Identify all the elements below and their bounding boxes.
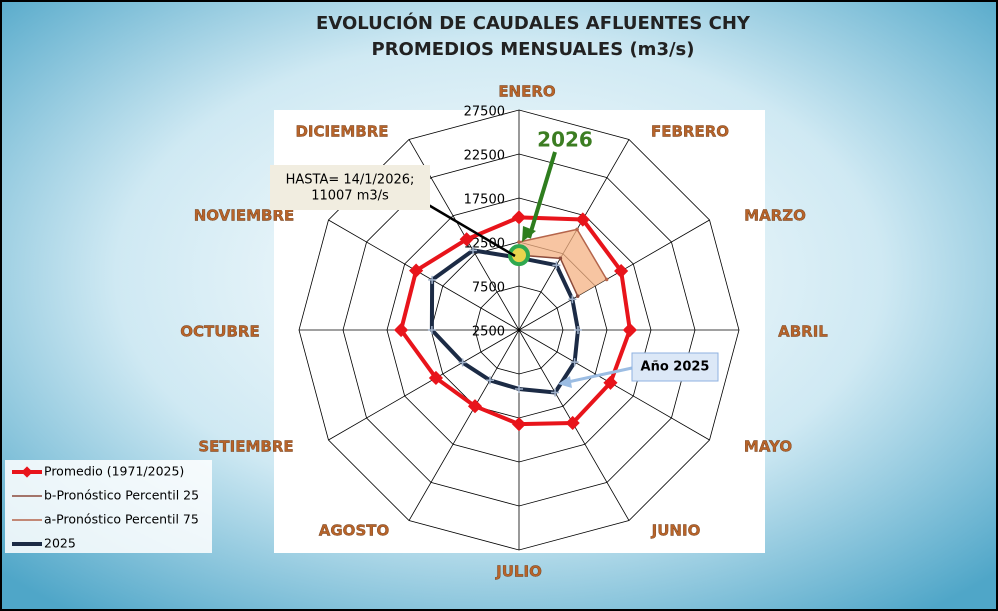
point xyxy=(485,376,494,385)
tick-label: 22500 xyxy=(464,149,505,164)
point xyxy=(428,370,444,386)
spoke xyxy=(518,219,710,331)
annotation: 11007 m3/s xyxy=(311,189,389,204)
category-label: MARZO xyxy=(744,207,806,225)
category-label: NOVIEMBRE xyxy=(194,207,295,225)
category-label: DICIEMBRE xyxy=(295,123,388,141)
point xyxy=(469,246,478,255)
point xyxy=(394,322,409,338)
annotation-arrow xyxy=(567,366,633,384)
tick-label: 12500 xyxy=(464,237,505,252)
annotation-arrowhead xyxy=(558,376,572,388)
point xyxy=(604,277,609,282)
point xyxy=(568,295,577,304)
annotation-box xyxy=(270,165,430,210)
point xyxy=(467,399,483,414)
point xyxy=(409,263,424,278)
point xyxy=(427,326,436,334)
point xyxy=(603,375,618,390)
annotation-arrowhead xyxy=(522,226,536,242)
category-label: JUNIO xyxy=(651,522,701,540)
legend-label: Promedio (1971/2025) xyxy=(44,464,184,479)
point xyxy=(511,417,527,432)
point xyxy=(551,388,560,397)
category-label: ENERO xyxy=(498,83,555,101)
highlight-point xyxy=(508,244,530,267)
point xyxy=(459,232,474,247)
point xyxy=(558,256,563,261)
annotation: Año 2025 xyxy=(641,360,710,375)
annotation-box xyxy=(631,352,719,382)
point xyxy=(552,261,561,270)
legend-label: a-Pronóstico Percentil 75 xyxy=(44,512,199,527)
point xyxy=(575,227,579,232)
point xyxy=(517,240,521,244)
point xyxy=(575,212,590,227)
point xyxy=(428,275,437,284)
chart-title: EVOLUCIÓN DE CAUDALES AFLUENTES CHY xyxy=(316,12,751,34)
legend-label: b-Pronóstico Percentil 25 xyxy=(44,488,199,503)
spoke xyxy=(328,219,520,331)
annotation-arrow xyxy=(527,151,557,239)
point xyxy=(511,210,527,225)
annotation: HASTA= 14/1/2026; xyxy=(286,173,415,188)
point xyxy=(573,326,582,334)
point xyxy=(622,322,637,338)
legend-label: 2025 xyxy=(44,536,76,551)
tick-label: 7500 xyxy=(472,281,505,296)
spoke xyxy=(408,329,520,521)
point xyxy=(458,358,467,367)
point xyxy=(575,294,580,298)
tick-label: 2500 xyxy=(472,325,505,340)
category-label: MAYO xyxy=(744,438,792,456)
chart-subtitle: PROMEDIOS MENSUALES (m3/s) xyxy=(372,39,695,60)
category-label: AGOSTO xyxy=(319,522,389,540)
spoke xyxy=(328,329,520,441)
legend xyxy=(5,460,212,553)
point xyxy=(570,358,579,367)
point xyxy=(515,384,523,393)
category-label: OCTUBRE xyxy=(180,323,259,341)
annotation-line xyxy=(419,198,516,258)
point xyxy=(614,263,629,279)
category-label: ABRIL xyxy=(778,323,828,341)
annotation: 2026 xyxy=(537,128,593,152)
tick-label: 27500 xyxy=(464,105,505,120)
category-label: JULIO xyxy=(495,563,542,581)
tick-label: 17500 xyxy=(464,193,505,208)
category-label: FEBRERO xyxy=(651,123,729,141)
point xyxy=(565,415,580,431)
category-label: SETIEMBRE xyxy=(198,438,293,456)
